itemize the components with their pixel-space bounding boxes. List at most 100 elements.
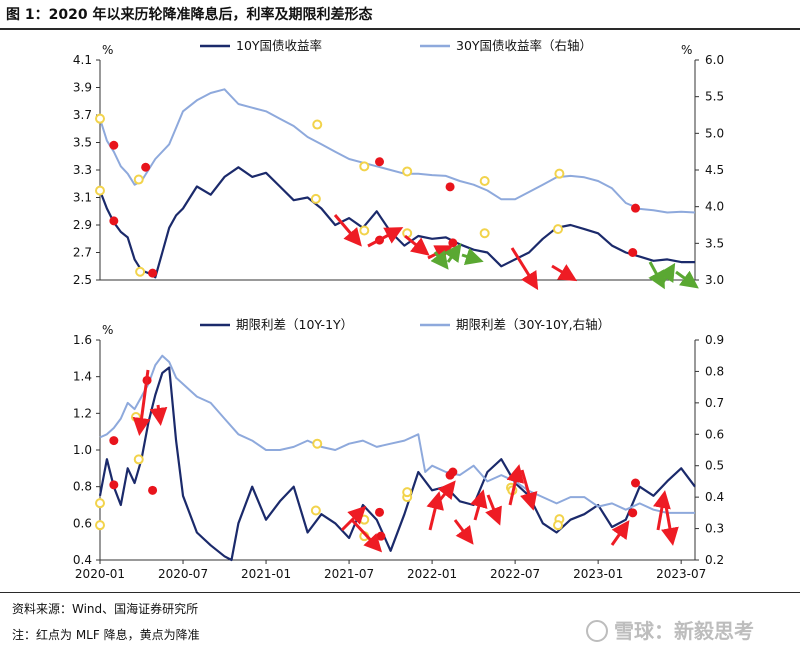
- red-trend-arrow: [510, 247, 539, 291]
- chart-canvas: 2.5 2.7 2.9 3.1 3.3 3.5 3.7 3.9 4.1 3.0 3.5 4.0 4.5 5…: [73, 38, 724, 581]
- rrr-cut-dot: [95, 520, 105, 531]
- rrr-cut-dot: [359, 514, 370, 525]
- right-axis-tick-label: 0.2: [705, 553, 724, 567]
- x-axis-tick-label: 2022-01: [407, 567, 457, 581]
- mlf-cut-dot: [448, 467, 458, 477]
- red-trend-arrow: [367, 227, 404, 248]
- left-axis-tick-label: 0.6: [73, 516, 92, 530]
- left-axis-tick-label: 1.0: [73, 443, 92, 457]
- mlf-cut-dot: [448, 238, 458, 248]
- snowball-logo-icon: [586, 620, 608, 642]
- red-trend-arrow: [437, 480, 456, 501]
- right-axis-tick-label: 0.4: [705, 490, 724, 504]
- red-trend-arrow: [506, 464, 525, 506]
- rrr-cut-dot: [479, 228, 490, 239]
- red-trend-arrow: [453, 519, 474, 545]
- red-trend-arrow: [149, 404, 168, 426]
- rrr-cut-dot: [133, 454, 144, 465]
- left-axis-tick-label: 1.4: [73, 370, 92, 384]
- rrr-cut-dot: [479, 176, 490, 186]
- legend-label: 30Y国债收益率（右轴）: [456, 38, 592, 53]
- left-axis-tick-label: 2.5: [73, 273, 92, 287]
- rrr-cut-dot: [402, 166, 413, 177]
- red-trend-arrow: [661, 505, 679, 546]
- left-unit-label: %: [102, 43, 113, 57]
- mlf-cut-dot: [375, 507, 385, 517]
- mlf-cut-dot: [375, 157, 385, 167]
- right-axis-tick-label: 6.0: [705, 53, 724, 67]
- green-trend-arrow: [658, 262, 676, 285]
- watermark: 雪球：新毅思考: [586, 615, 754, 644]
- series-line-right: [99, 354, 695, 514]
- legend-label: 10Y国债收益率: [236, 38, 322, 53]
- right-axis-tick-label: 3.5: [705, 236, 724, 250]
- rrr-cut-dot: [553, 520, 564, 531]
- right-axis-tick-label: 5.0: [705, 126, 724, 140]
- mlf-cut-dot: [141, 162, 151, 172]
- x-axis-tick-label: 2020-01: [75, 567, 125, 581]
- mlf-cut-dot: [109, 216, 119, 226]
- x-axis-tick-label: 2022-07: [490, 567, 540, 581]
- red-trend-arrow: [485, 494, 502, 526]
- left-unit-label: %: [102, 323, 113, 337]
- right-axis-tick-label: 0.7: [705, 396, 724, 410]
- figure-title: 图 1：2020 年以来历轮降准降息后，利率及期限利差形态: [6, 7, 373, 23]
- rrr-cut-dot: [95, 113, 105, 124]
- legend-label: 期限利差（10Y-1Y）: [236, 317, 353, 332]
- mlf-cut-dot: [109, 436, 119, 446]
- rrr-cut-dot: [553, 224, 564, 235]
- mlf-cut-dot: [148, 268, 158, 278]
- left-axis-tick-label: 0.4: [73, 553, 92, 567]
- red-trend-arrow: [333, 214, 362, 247]
- footer-divider: [0, 592, 800, 593]
- left-axis-tick-label: 3.5: [73, 136, 92, 150]
- mlf-cut-dot: [376, 531, 386, 541]
- mlf-cut-dot: [631, 478, 640, 488]
- source-note: 资料来源：Wind、国海证券研究所: [12, 602, 199, 616]
- series-line-left: [98, 366, 696, 562]
- mlf-cut-dot: [445, 182, 455, 192]
- right-axis-tick-label: 0.8: [705, 364, 724, 378]
- left-axis-tick-label: 1.6: [73, 333, 92, 347]
- red-trend-arrow: [132, 369, 151, 436]
- left-axis-tick-label: 2.7: [73, 246, 92, 260]
- rrr-cut-dot: [312, 438, 323, 449]
- rrr-cut-dot: [359, 161, 370, 172]
- red-trend-arrow: [470, 489, 488, 521]
- left-axis-tick-label: 3.1: [73, 191, 92, 205]
- left-axis-tick-label: 2.9: [73, 218, 92, 232]
- mlf-cut-dot: [628, 508, 638, 518]
- left-axis-tick-label: 3.3: [73, 163, 92, 177]
- green-trend-arrow: [675, 270, 699, 289]
- rrr-cut-dot: [310, 193, 321, 204]
- green-trend-arrow: [443, 243, 462, 263]
- red-trend-arrow: [653, 490, 671, 531]
- green-trend-arrow: [430, 250, 449, 270]
- red-trend-arrow: [426, 491, 444, 531]
- right-axis-tick-label: 0.5: [705, 459, 724, 473]
- dot-legend-note: 注：红点为 MLF 降息，黄点为降准: [12, 628, 200, 642]
- mlf-cut-dot: [109, 140, 119, 150]
- rrr-cut-dot: [130, 412, 141, 422]
- red-trend-arrow: [350, 518, 383, 553]
- mlf-cut-dot: [631, 203, 640, 213]
- rrr-cut-dot: [95, 498, 105, 509]
- mlf-cut-dot: [148, 485, 158, 495]
- right-unit-label: %: [681, 43, 692, 57]
- right-axis-tick-label: 0.9: [705, 333, 724, 347]
- right-axis-tick-label: 5.5: [705, 90, 724, 104]
- red-trend-arrow: [404, 234, 430, 256]
- left-axis-tick-label: 3.7: [73, 108, 92, 122]
- series-line-right: [99, 88, 696, 214]
- right-axis-tick-label: 4.5: [705, 163, 724, 177]
- x-axis-tick-label: 2023-07: [656, 567, 706, 581]
- bottom-chart-panel: 0.4 0.6 0.8 1.0 1.2 1.4 1.6 0.2 0.3 0.4 0.5 0.6 0.7 0…: [73, 317, 724, 581]
- series-line-left: [98, 166, 695, 279]
- right-axis-tick-label: 0.6: [705, 427, 724, 441]
- right-axis-tick-label: 3.0: [705, 273, 724, 287]
- green-trend-arrow: [648, 261, 665, 290]
- top-chart-panel: 2.5 2.7 2.9 3.1 3.3 3.5 3.7 3.9 4.1 3.0 3.5 4.0 4.5 5…: [73, 38, 724, 287]
- left-axis-tick-label: 1.2: [73, 406, 92, 420]
- left-axis-tick-label: 3.9: [73, 81, 92, 95]
- right-axis-tick-label: 0.3: [705, 522, 724, 536]
